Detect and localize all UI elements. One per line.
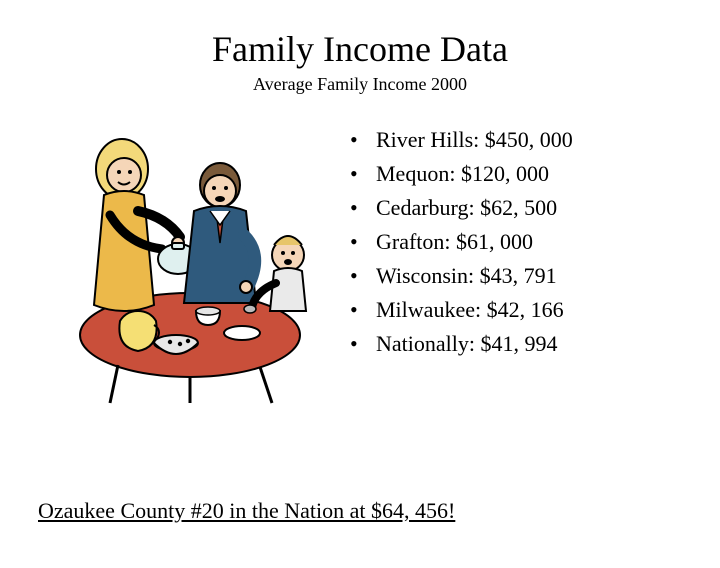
list-item: • Grafton: $61, 000 — [350, 229, 680, 255]
footer-highlight: Ozaukee County #20 in the Nation at $64,… — [38, 498, 455, 524]
bullet-icon: • — [350, 161, 376, 187]
list-item-text: River Hills: $450, 000 — [376, 127, 573, 153]
content-row: • River Hills: $450, 000 • Mequon: $120,… — [0, 125, 720, 405]
list-item: • Wisconsin: $43, 791 — [350, 263, 680, 289]
list-item-text: Milwaukee: $42, 166 — [376, 297, 564, 323]
bullet-icon: • — [350, 229, 376, 255]
bullet-icon: • — [350, 331, 376, 357]
bullet-icon: • — [350, 263, 376, 289]
list-item: • River Hills: $450, 000 — [350, 127, 680, 153]
list-item: • Milwaukee: $42, 166 — [350, 297, 680, 323]
bullet-icon: • — [350, 195, 376, 221]
list-item-text: Wisconsin: $43, 791 — [376, 263, 557, 289]
list-item-text: Mequon: $120, 000 — [376, 161, 549, 187]
list-item-text: Cedarburg: $62, 500 — [376, 195, 557, 221]
bullet-icon: • — [350, 297, 376, 323]
list-item: • Cedarburg: $62, 500 — [350, 195, 680, 221]
list-item: • Mequon: $120, 000 — [350, 161, 680, 187]
income-list: • River Hills: $450, 000 • Mequon: $120,… — [340, 125, 680, 405]
page-title: Family Income Data — [0, 28, 720, 70]
list-item-text: Grafton: $61, 000 — [376, 229, 533, 255]
list-item-text: Nationally: $41, 994 — [376, 331, 557, 357]
page-subtitle: Average Family Income 2000 — [0, 74, 720, 95]
bullet-icon: • — [350, 127, 376, 153]
family-illustration — [60, 125, 340, 405]
list-item: • Nationally: $41, 994 — [350, 331, 680, 357]
